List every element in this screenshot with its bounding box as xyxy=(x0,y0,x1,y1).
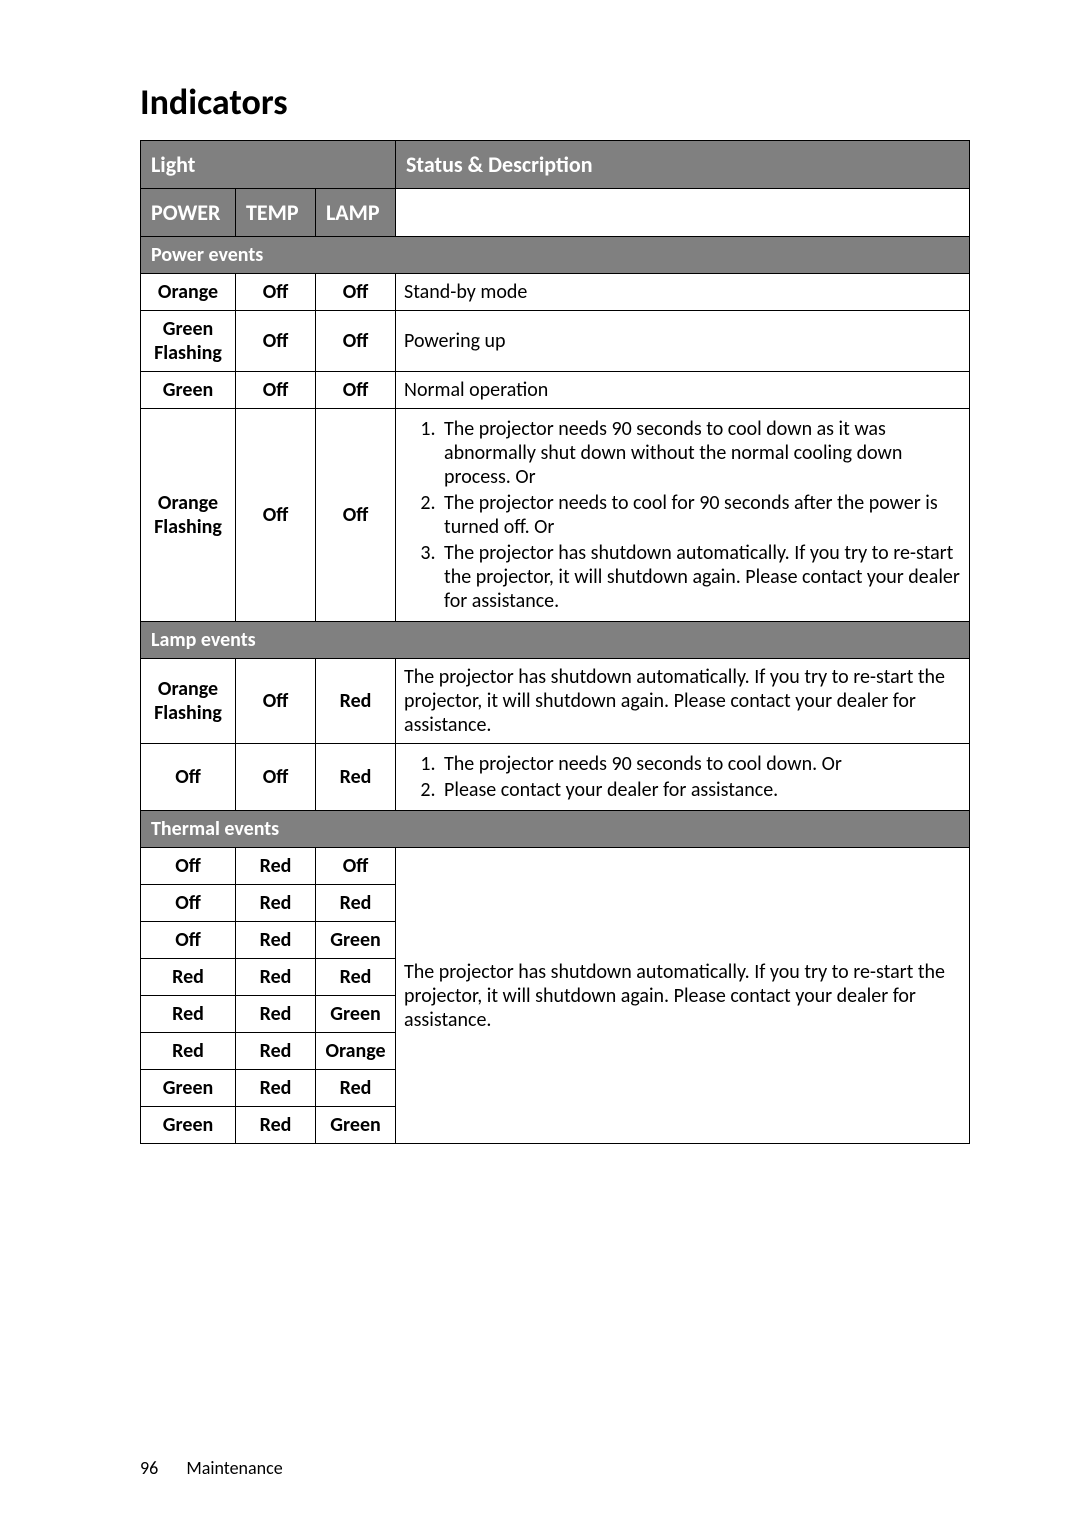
list-item: The projector needs to cool for 90 secon… xyxy=(440,491,961,539)
cell-power: Red xyxy=(141,959,236,996)
cell-temp: Red xyxy=(236,1070,316,1107)
cell-lamp: Orange xyxy=(316,1033,396,1070)
cell-temp: Red xyxy=(236,996,316,1033)
table-row: Orange Off Off Stand-by mode xyxy=(141,274,970,311)
cell-temp: Red xyxy=(236,922,316,959)
table-row: Orange Flashing Off Off The projector ne… xyxy=(141,409,970,622)
table-row: Off Red Off The projector has shutdown a… xyxy=(141,848,970,885)
list-item-text: The projector needs to cool for 90 secon… xyxy=(444,491,938,539)
page: Indicators Light Status & Description PO… xyxy=(0,0,1080,1529)
cell-power: Off xyxy=(141,848,236,885)
cell-lamp: Off xyxy=(316,274,396,311)
desc-list: The projector needs 90 seconds to cool d… xyxy=(404,417,961,613)
cell-power: Green xyxy=(141,1107,236,1144)
section-power-events: Power events xyxy=(141,237,970,274)
indicator-table: Light Status & Description POWER TEMP LA… xyxy=(140,140,970,1144)
cell-power: Orange Flashing xyxy=(141,659,236,744)
cell-temp: Off xyxy=(236,659,316,744)
cell-temp: Off xyxy=(236,372,316,409)
table-row: Green Flashing Off Off Powering up xyxy=(141,311,970,372)
cell-desc: Normal operation xyxy=(396,372,970,409)
col-light: Light xyxy=(141,141,396,189)
cell-power: Orange xyxy=(141,274,236,311)
page-footer: 96 Maintenance xyxy=(140,1457,283,1479)
list-item: The projector has shutdown automatically… xyxy=(440,541,961,613)
col-status-desc: Status & Description xyxy=(396,141,970,189)
col-temp: TEMP xyxy=(236,189,316,237)
cell-temp: Red xyxy=(236,848,316,885)
cell-desc: Powering up xyxy=(396,311,970,372)
cell-lamp: Red xyxy=(316,885,396,922)
page-number: 96 xyxy=(140,1457,158,1479)
list-item-text: The projector needs 90 seconds to cool d… xyxy=(444,417,902,489)
col-lamp: LAMP xyxy=(316,189,396,237)
cell-lamp: Off xyxy=(316,848,396,885)
section-lamp-events: Lamp events xyxy=(141,622,970,659)
cell-desc: The projector needs 90 seconds to cool d… xyxy=(396,409,970,622)
table-row: Off Off Red The projector needs 90 secon… xyxy=(141,744,970,811)
cell-lamp: Red xyxy=(316,744,396,811)
cell-temp: Red xyxy=(236,1107,316,1144)
list-item-text: The projector has shutdown automatically… xyxy=(444,541,960,613)
cell-lamp: Off xyxy=(316,372,396,409)
table-row: Green Off Off Normal operation xyxy=(141,372,970,409)
cell-desc: The projector has shutdown automatically… xyxy=(396,659,970,744)
cell-power: Red xyxy=(141,996,236,1033)
section-label: Lamp events xyxy=(141,622,970,659)
cell-power: Off xyxy=(141,922,236,959)
cell-desc: Stand-by mode xyxy=(396,274,970,311)
cell-power: Green xyxy=(141,372,236,409)
list-item: The projector needs 90 seconds to cool d… xyxy=(440,417,961,489)
section-label: Power events xyxy=(141,237,970,274)
cell-desc: The projector has shutdown automatically… xyxy=(396,848,970,1144)
table-row: Orange Flashing Off Red The projector ha… xyxy=(141,659,970,744)
cell-lamp: Green xyxy=(316,996,396,1033)
cell-temp: Red xyxy=(236,885,316,922)
cell-power: Off xyxy=(141,885,236,922)
cell-temp: Off xyxy=(236,744,316,811)
cell-temp: Red xyxy=(236,959,316,996)
cell-power: Green Flashing xyxy=(141,311,236,372)
cell-lamp: Green xyxy=(316,922,396,959)
col-power: POWER xyxy=(141,189,236,237)
cell-lamp: Off xyxy=(316,311,396,372)
list-item-text: The projector needs 90 seconds to cool d… xyxy=(444,752,842,776)
list-item: The projector needs 90 seconds to cool d… xyxy=(440,752,961,776)
cell-temp: Red xyxy=(236,1033,316,1070)
cell-power: Red xyxy=(141,1033,236,1070)
page-title: Indicators xyxy=(140,80,970,124)
cell-lamp: Off xyxy=(316,409,396,622)
cell-desc: The projector needs 90 seconds to cool d… xyxy=(396,744,970,811)
cell-temp: Off xyxy=(236,311,316,372)
cell-power: Green xyxy=(141,1070,236,1107)
cell-temp: Off xyxy=(236,274,316,311)
table-subheader-row: POWER TEMP LAMP xyxy=(141,189,970,237)
cell-lamp: Red xyxy=(316,959,396,996)
cell-temp: Off xyxy=(236,409,316,622)
cell-power: Off xyxy=(141,744,236,811)
cell-lamp: Green xyxy=(316,1107,396,1144)
section-label: Thermal events xyxy=(141,811,970,848)
cell-power: Orange Flashing xyxy=(141,409,236,622)
col-empty xyxy=(396,189,970,237)
desc-list: The projector needs 90 seconds to cool d… xyxy=(404,752,961,802)
chapter-name: Maintenance xyxy=(186,1457,282,1479)
list-item: Please contact your dealer for assistanc… xyxy=(440,778,961,802)
cell-lamp: Red xyxy=(316,1070,396,1107)
list-item-text: Please contact your dealer for assistanc… xyxy=(444,778,778,802)
section-thermal-events: Thermal events xyxy=(141,811,970,848)
cell-lamp: Red xyxy=(316,659,396,744)
table-header-row: Light Status & Description xyxy=(141,141,970,189)
